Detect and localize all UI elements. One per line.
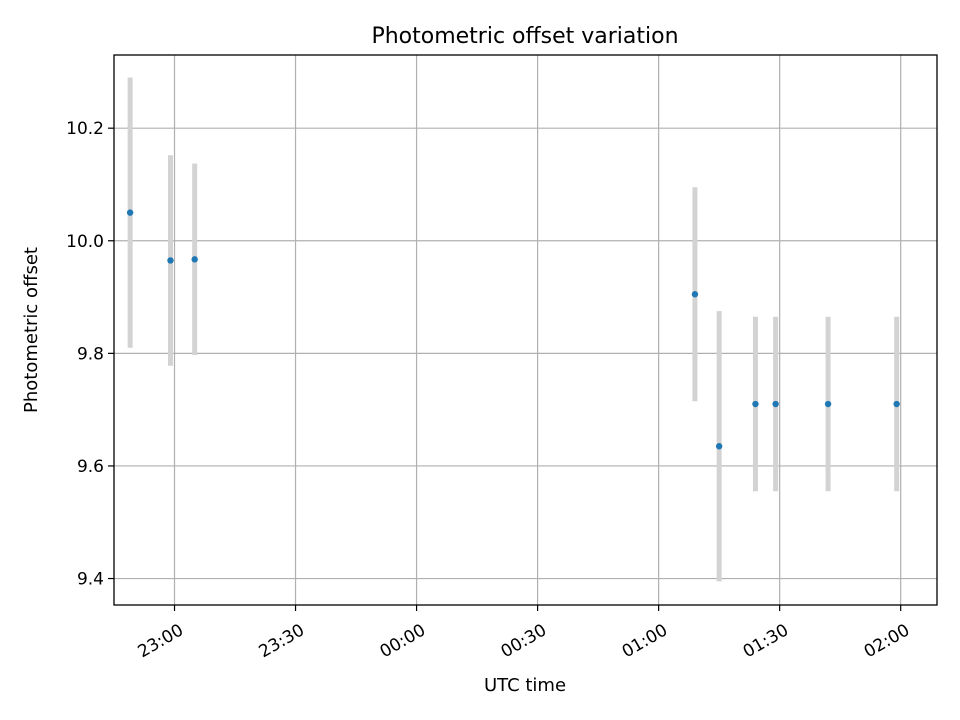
grid <box>114 55 937 605</box>
data-point <box>893 400 900 408</box>
data-point <box>167 257 174 264</box>
data-point <box>772 400 779 408</box>
data-point <box>715 443 723 450</box>
x-axis-label: UTC time <box>484 675 566 696</box>
y-tick-label: 10.0 <box>66 232 104 252</box>
data-points <box>126 209 900 450</box>
data-point <box>824 400 832 408</box>
y-tick-label: 9.6 <box>77 457 104 477</box>
data-point <box>126 209 134 216</box>
data-point <box>752 400 759 408</box>
plot-frame <box>113 54 938 606</box>
chart-title: Photometric offset variation <box>371 24 678 49</box>
y-axis-label: Photometric offset <box>21 247 42 413</box>
data-point <box>191 256 198 263</box>
y-axis-ticks: 9.4 9.6 9.8 10.0 10.2 <box>66 119 114 590</box>
y-tick-label: 9.8 <box>77 344 104 364</box>
y-tick-label: 10.2 <box>66 119 104 139</box>
y-tick-label: 9.4 <box>77 570 104 590</box>
data-point <box>691 291 699 298</box>
